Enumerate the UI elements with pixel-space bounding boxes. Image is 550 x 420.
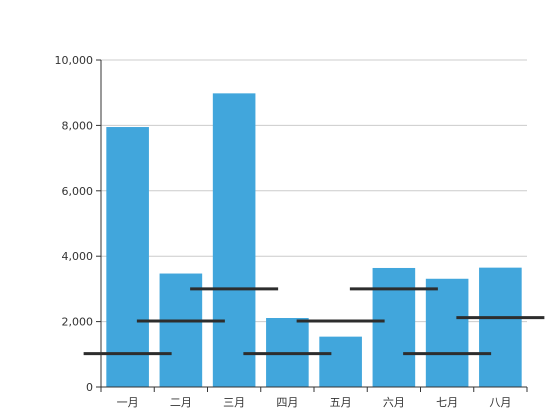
bar bbox=[319, 336, 362, 387]
y-tick-label: 6,000 bbox=[62, 185, 94, 198]
x-tick-label: 三月 bbox=[223, 396, 245, 409]
x-tick-label: 五月 bbox=[330, 396, 352, 409]
bars-group bbox=[106, 93, 522, 387]
y-tick-label: 8,000 bbox=[62, 119, 94, 132]
x-tick-label: 七月 bbox=[436, 396, 458, 409]
bar bbox=[372, 267, 416, 387]
x-tick-label: 四月 bbox=[276, 396, 298, 409]
y-tick-label: 0 bbox=[86, 381, 93, 394]
x-tick-label: 六月 bbox=[383, 396, 405, 409]
y-tick-label: 10,000 bbox=[55, 54, 94, 67]
bar bbox=[212, 93, 256, 387]
bar bbox=[425, 278, 469, 387]
y-tick-labels: 0 2,000 4,000 6,000 8,000 10,000 bbox=[55, 54, 94, 394]
bar bbox=[159, 273, 203, 387]
x-tick-label: 八月 bbox=[489, 396, 511, 409]
y-tick-label: 4,000 bbox=[62, 250, 94, 263]
target-lines-group bbox=[83, 287, 545, 356]
x-tick-label: 一月 bbox=[117, 396, 139, 409]
bar bbox=[106, 127, 149, 387]
bar bbox=[479, 267, 522, 387]
y-tick-label: 2,000 bbox=[62, 316, 94, 329]
x-tick-labels: 一月 二月 三月 四月 五月 六月 七月 八月 bbox=[117, 396, 512, 409]
x-tick-label: 二月 bbox=[170, 396, 192, 409]
axes-group bbox=[96, 59, 528, 392]
